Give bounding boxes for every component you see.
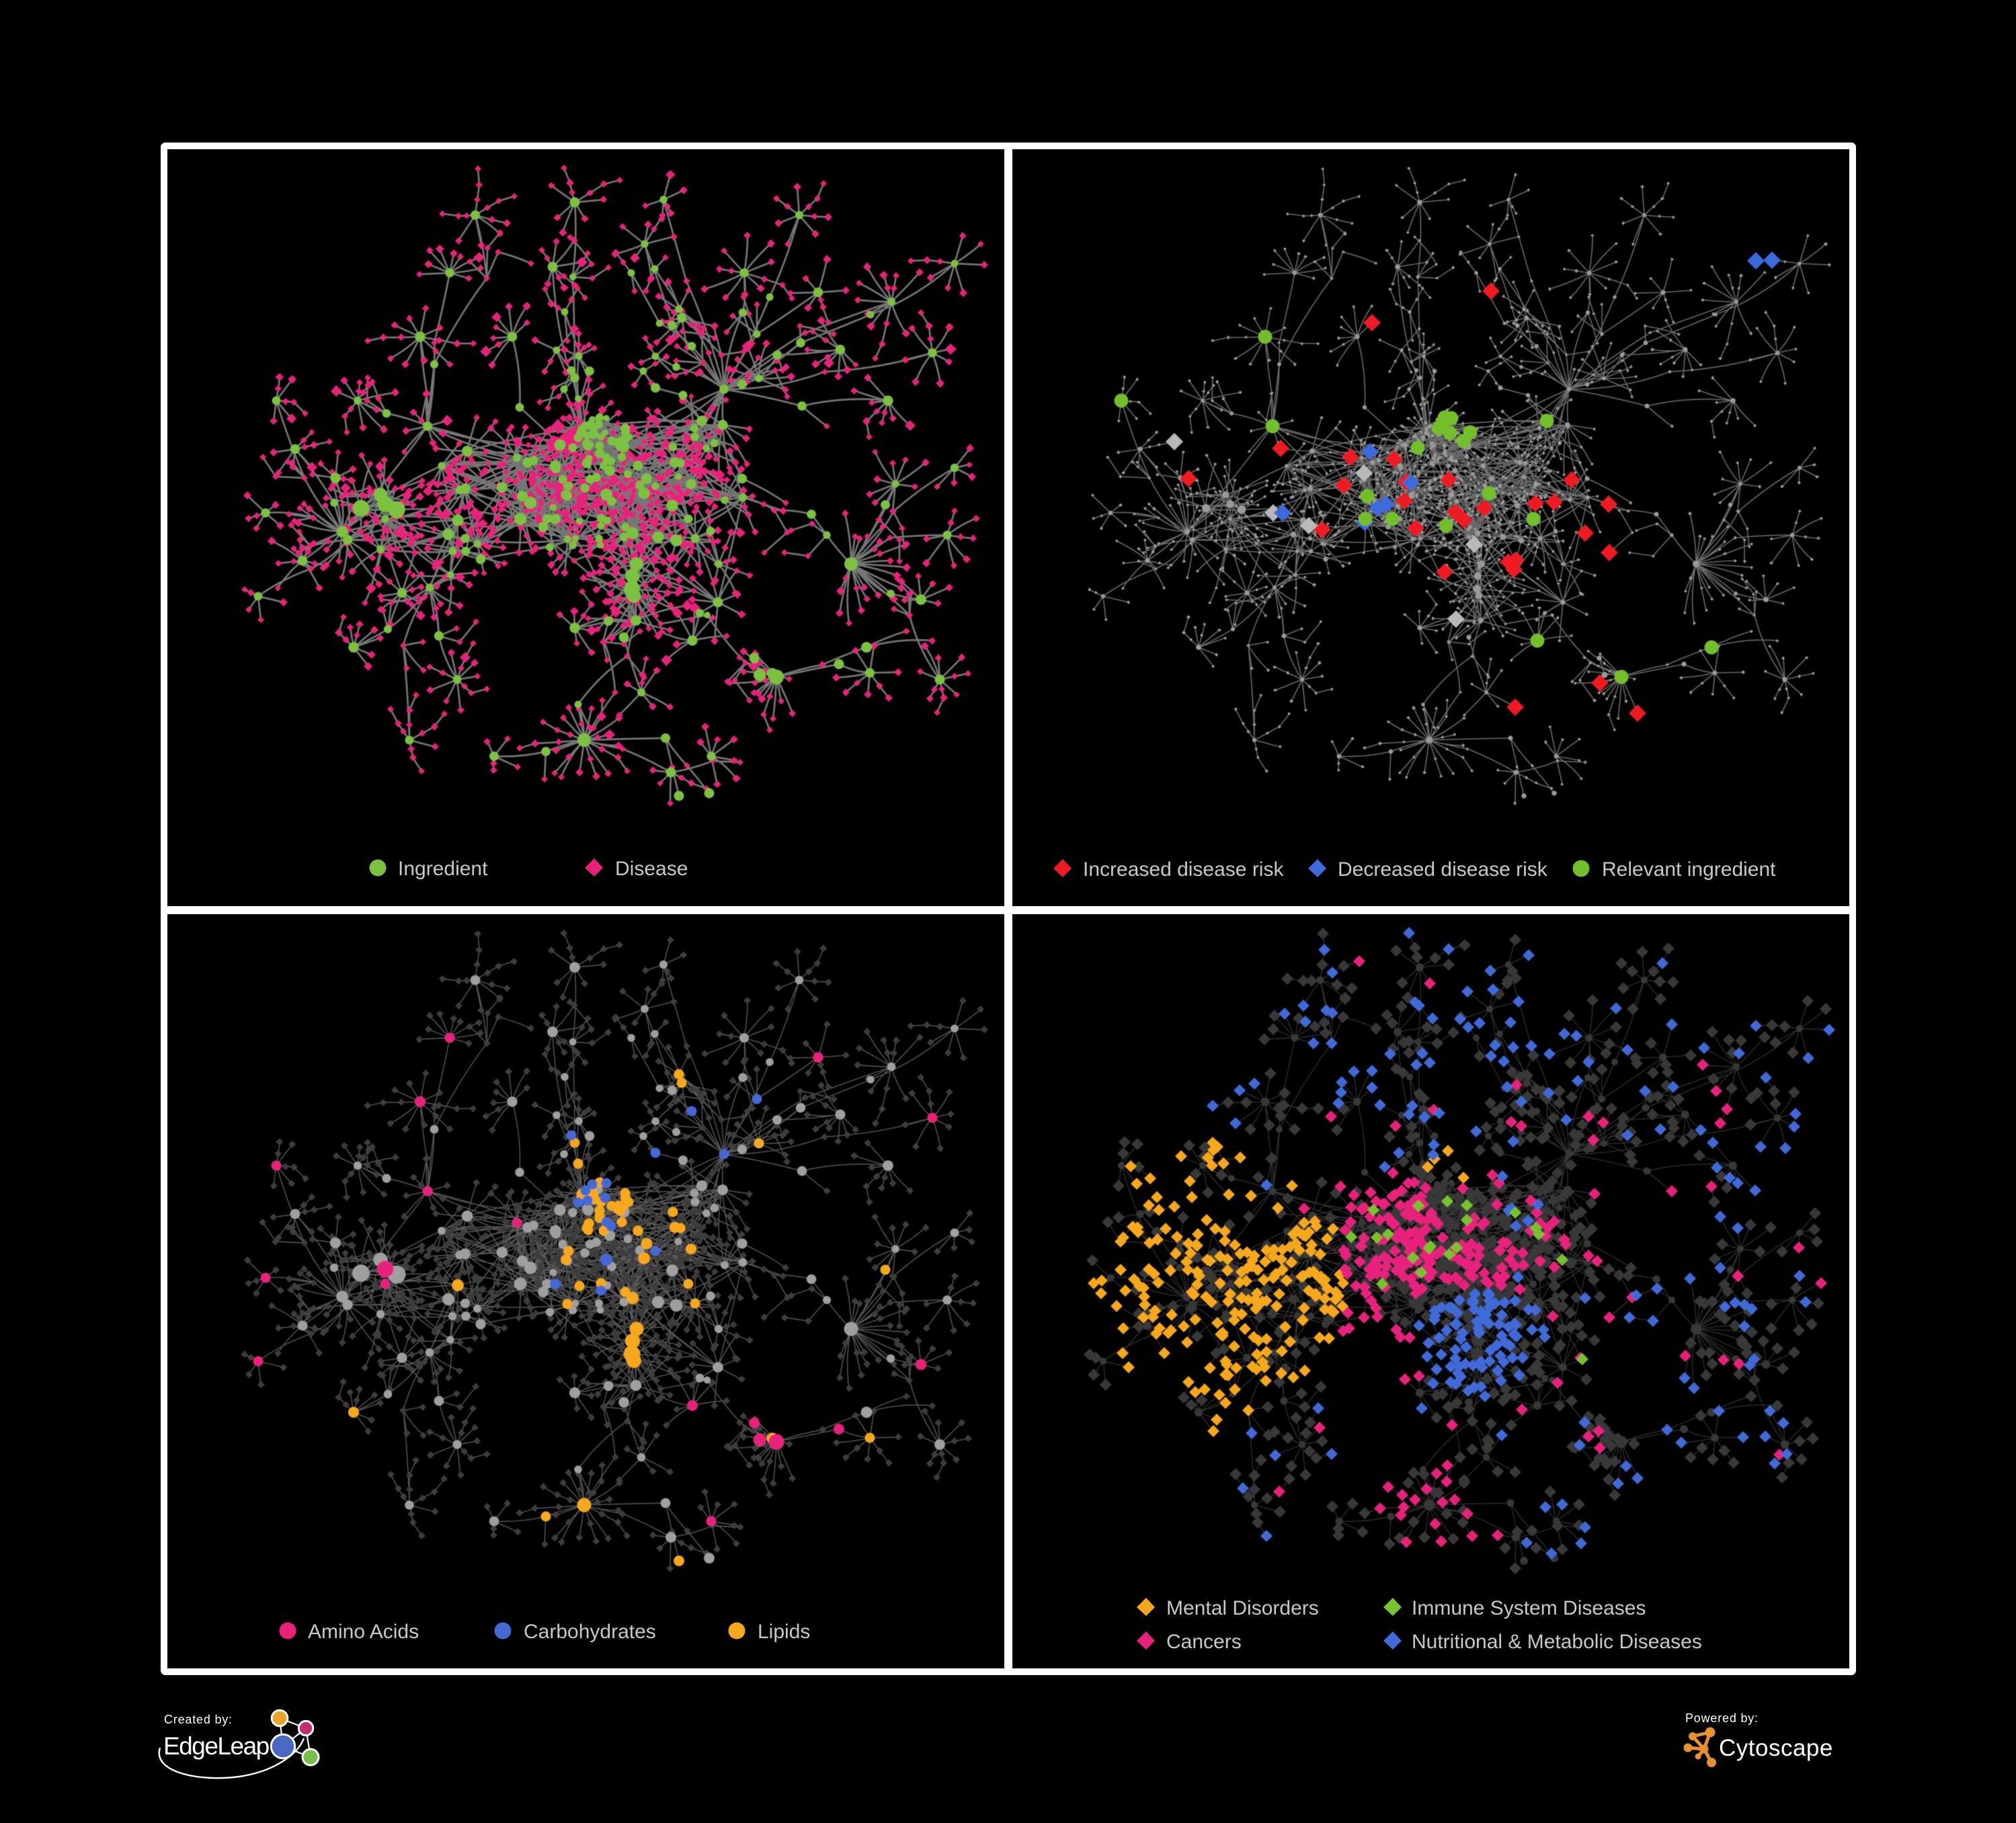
svg-text:Mental Disorders: Mental Disorders: [1166, 1597, 1319, 1619]
svg-text:Increased disease risk: Increased disease risk: [1083, 858, 1284, 881]
svg-text:Cancers: Cancers: [1166, 1631, 1242, 1653]
svg-text:Carbohydrates: Carbohydrates: [524, 1621, 656, 1643]
svg-text:Amino Acids: Amino Acids: [308, 1621, 419, 1643]
svg-text:Ingredient: Ingredient: [398, 858, 488, 880]
svg-text:Immune System Diseases: Immune System Diseases: [1412, 1597, 1646, 1619]
svg-text:Created by:: Created by:: [164, 1713, 233, 1726]
svg-text:EdgeLeap: EdgeLeap: [163, 1732, 270, 1760]
svg-text:Lipids: Lipids: [758, 1621, 810, 1643]
svg-text:Powered by:: Powered by:: [1685, 1711, 1759, 1725]
svg-text:Nutritional & Metabolic Diseas: Nutritional & Metabolic Diseases: [1412, 1631, 1702, 1653]
svg-text:Relevant ingredient: Relevant ingredient: [1602, 858, 1776, 881]
svg-text:Disease: Disease: [615, 858, 688, 880]
svg-text:Cytoscape: Cytoscape: [1719, 1735, 1833, 1761]
svg-text:Decreased disease risk: Decreased disease risk: [1338, 858, 1548, 881]
